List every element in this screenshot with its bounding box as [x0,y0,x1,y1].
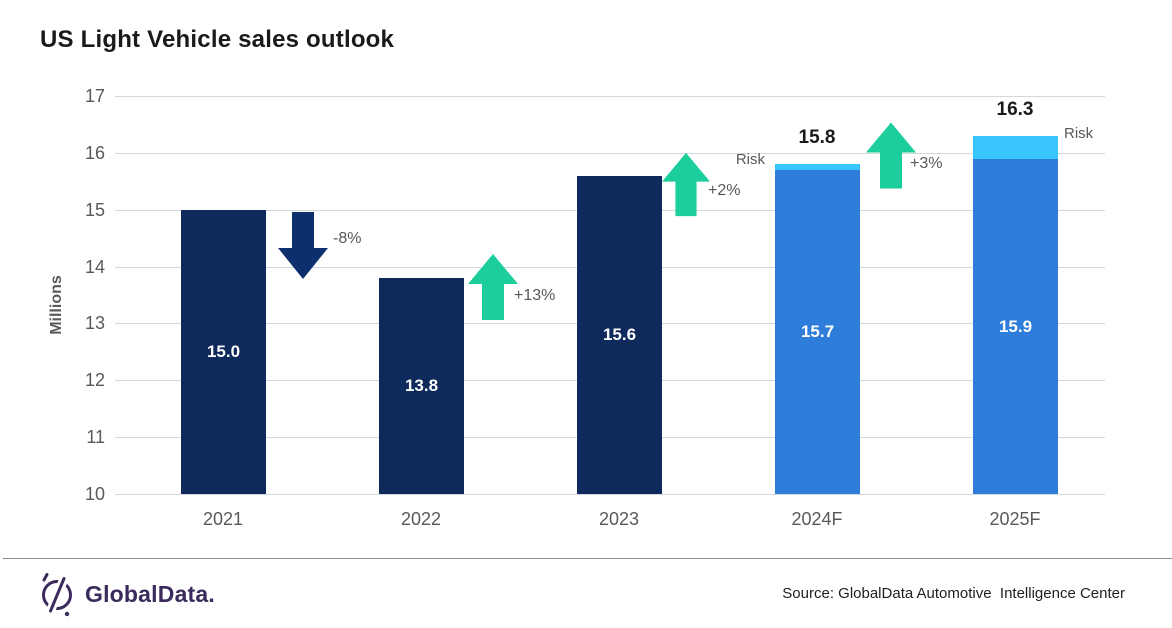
y-tick-label: 15 [84,200,105,220]
y-tick-label: 11 [86,427,105,447]
gridline-17 [115,96,1105,97]
bar-value-label: 15.9 [998,317,1033,336]
bar-2024F [775,170,860,494]
yoy-label-2025: +3% [910,155,943,172]
x-tick-label-2023: 2023 [598,509,640,529]
y-tick-label: 14 [84,257,105,277]
increase-arrow-shape [662,152,710,217]
increase-arrow-icon [866,122,916,189]
decrease-arrow-shape [278,212,328,279]
chart-title: US Light Vehicle sales outlook [40,26,395,53]
yoy-label-2023: +13% [514,287,556,304]
bar-2022 [379,278,464,494]
source-attribution: Source: GlobalData Automotive Intelligen… [782,585,1125,602]
globaldata-logo-icon [42,573,72,617]
increase-arrow-shape [866,122,916,189]
bar-total-label: 15.8 [798,127,836,148]
y-tick-label: 17 [84,86,105,106]
yoy-label-2024: +2% [708,182,741,199]
decrease-arrow-icon [278,212,328,279]
x-tick-label-2021: 2021 [202,509,244,529]
footer-divider [3,558,1172,559]
y-tick-label: 12 [84,370,105,390]
increase-arrow-icon [662,152,710,217]
x-tick-label-2025F: 2025F [989,509,1041,529]
y-tick-label: 13 [84,313,105,333]
risk-segment-2024F [775,164,860,170]
bar-value-label: 15.6 [602,325,637,344]
gridline-10 [115,494,1105,495]
x-tick-label-2022: 2022 [400,509,442,529]
globaldata-logo-text: GlobalData. [85,580,216,607]
bar-2021 [181,210,266,494]
bar-2025F [973,159,1058,494]
yoy-label-2022: -8% [333,230,362,247]
gridline-16 [115,153,1105,154]
y-tick-label: 10 [84,484,105,504]
y-tick-label: 16 [84,143,105,163]
bar-value-label: 13.8 [404,376,439,395]
globaldata-logo: GlobalData. [38,572,216,617]
bar-value-label: 15.0 [206,342,241,361]
bar-total-label: 16.3 [996,99,1034,120]
bar-2023 [577,176,662,494]
bar-value-label: 15.7 [800,322,835,341]
risk-annotation-2024F: Risk [735,151,765,168]
x-tick-label-2024F: 2024F [791,509,843,529]
increase-arrow-icon [468,254,518,320]
risk-segment-2025F [973,136,1058,159]
increase-arrow-shape [468,254,518,320]
risk-annotation-2025F: Risk [1064,125,1094,142]
